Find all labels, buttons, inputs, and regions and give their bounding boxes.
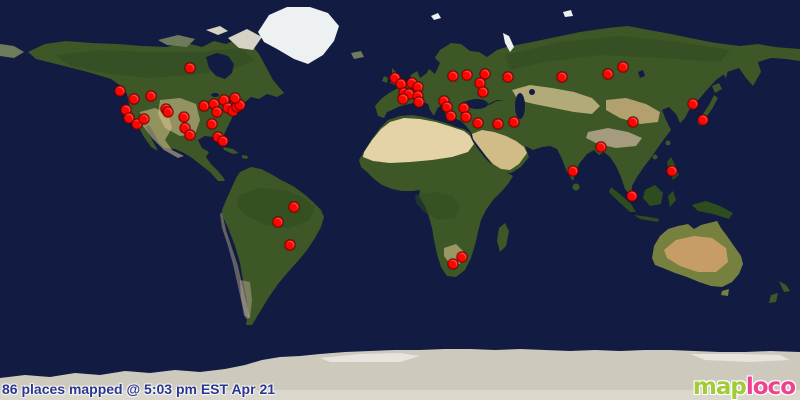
island-sulawesi bbox=[668, 191, 676, 207]
great-lake-1 bbox=[211, 93, 219, 97]
island-new-zealand-south bbox=[769, 293, 778, 303]
great-lake-3 bbox=[228, 98, 234, 102]
great-lake-2 bbox=[220, 96, 228, 100]
island-hokkaido bbox=[712, 83, 722, 93]
lake-baikal bbox=[638, 70, 645, 78]
hudson-bay bbox=[206, 53, 234, 79]
antarctica-ice-shelf-1 bbox=[320, 353, 420, 362]
arctic-islands-mid bbox=[206, 26, 228, 35]
island-taiwan bbox=[665, 140, 671, 146]
continent-antarctica bbox=[0, 349, 800, 400]
maploco-logo-loco: loco bbox=[745, 374, 796, 400]
region-outback bbox=[664, 236, 728, 272]
island-tasmania bbox=[721, 289, 729, 296]
region-patagonia bbox=[240, 280, 252, 318]
island-madagascar bbox=[497, 223, 509, 252]
island-baffin bbox=[228, 29, 262, 50]
maploco-logo[interactable]: maploco bbox=[692, 374, 796, 400]
island-sakhalin bbox=[722, 60, 730, 78]
region-arabia-desert bbox=[472, 130, 527, 170]
region-congo bbox=[415, 192, 460, 220]
island-iceland bbox=[351, 51, 364, 59]
aral-sea bbox=[529, 89, 535, 95]
black-sea bbox=[466, 99, 488, 109]
region-siberia-taiga bbox=[505, 36, 730, 70]
region-us-southwest-desert bbox=[140, 108, 184, 158]
region-sahara bbox=[363, 118, 474, 163]
chukotka-wrap bbox=[0, 44, 24, 58]
region-gobi-desert bbox=[606, 98, 660, 124]
region-amazon bbox=[237, 188, 315, 228]
baltic-sea bbox=[427, 57, 440, 74]
island-sri-lanka bbox=[572, 183, 580, 191]
island-svalbard bbox=[431, 13, 441, 20]
island-greenland bbox=[258, 7, 339, 64]
island-novaya-zemlya bbox=[503, 33, 514, 52]
antarctica-ice-shelf-2 bbox=[690, 354, 790, 362]
island-cuba bbox=[223, 147, 239, 154]
antarctica-bottom-strip bbox=[0, 390, 800, 400]
island-severnaya-zemlya bbox=[563, 10, 573, 17]
region-canada-taiga bbox=[55, 48, 255, 78]
island-ireland bbox=[382, 76, 388, 83]
caspian-sea bbox=[515, 93, 525, 119]
maploco-logo-map: map bbox=[692, 374, 747, 400]
places-mapped-caption: 86 places mapped @ 5:03 pm EST Apr 21 bbox=[2, 381, 276, 397]
island-borneo bbox=[643, 185, 663, 206]
island-java bbox=[634, 215, 659, 222]
arctic-islands-west bbox=[158, 35, 195, 47]
island-hispaniola bbox=[242, 155, 248, 159]
island-new-guinea bbox=[692, 201, 733, 219]
island-hainan bbox=[652, 154, 658, 160]
island-new-zealand-north bbox=[779, 281, 790, 292]
island-sumatra bbox=[609, 187, 636, 212]
